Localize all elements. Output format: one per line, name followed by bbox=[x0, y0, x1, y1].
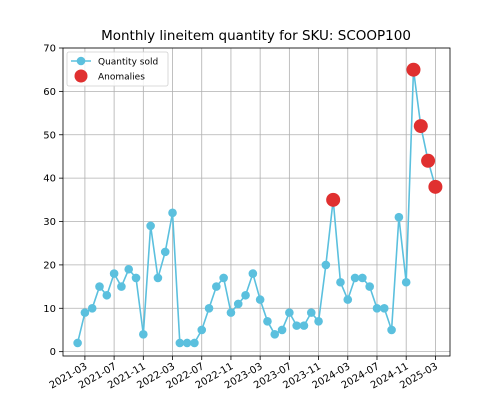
data-point bbox=[306, 308, 316, 317]
data-point bbox=[109, 269, 119, 278]
data-point bbox=[358, 273, 367, 283]
data-point bbox=[292, 321, 301, 330]
data-point bbox=[336, 277, 345, 287]
data-point bbox=[241, 290, 250, 300]
data-point bbox=[95, 282, 104, 291]
data-point bbox=[314, 316, 323, 326]
data-point bbox=[117, 282, 126, 291]
legend-marker-quantity-sold bbox=[76, 56, 86, 66]
anomaly-point bbox=[413, 119, 428, 134]
data-point bbox=[219, 273, 228, 283]
data-point bbox=[182, 338, 192, 348]
data-point bbox=[233, 299, 243, 309]
data-point bbox=[255, 295, 265, 304]
y-tick-label: 40 bbox=[43, 174, 56, 185]
x-axis: 2021-032021-072021-112022-032022-072022-… bbox=[48, 356, 440, 391]
data-point bbox=[379, 303, 389, 313]
data-point bbox=[197, 325, 207, 335]
series-line-quantity-sold bbox=[76, 69, 437, 344]
legend: Quantity sold Anomalies bbox=[66, 51, 169, 87]
data-point bbox=[139, 330, 148, 339]
data-point bbox=[343, 295, 353, 304]
y-axis: 0 10 20 30 40 50 60 70 bbox=[43, 44, 63, 358]
anomaly-point bbox=[406, 62, 421, 77]
plot-frame bbox=[62, 47, 451, 357]
series-layer bbox=[73, 65, 440, 348]
data-point bbox=[102, 290, 112, 300]
data-point bbox=[73, 338, 82, 348]
grid-layer bbox=[63, 47, 450, 356]
y-tick-label: 0 bbox=[50, 347, 56, 358]
data-point bbox=[394, 212, 404, 222]
y-tick-label: 20 bbox=[43, 260, 56, 271]
data-point bbox=[365, 282, 374, 291]
anomaly-point bbox=[428, 179, 443, 194]
data-point bbox=[372, 303, 382, 313]
data-point bbox=[387, 325, 396, 335]
data-point bbox=[285, 308, 294, 317]
data-point bbox=[146, 221, 155, 231]
y-tick-label: 70 bbox=[43, 44, 56, 55]
chart-title: Monthly lineitem quantity for SKU: SCOOP… bbox=[101, 28, 411, 44]
data-point bbox=[160, 247, 170, 257]
data-point bbox=[270, 330, 280, 339]
data-point bbox=[153, 273, 163, 283]
legend-label-quantity-sold: Quantity sold bbox=[98, 58, 158, 68]
data-point bbox=[175, 338, 185, 348]
data-point bbox=[226, 308, 236, 317]
data-point bbox=[190, 338, 199, 348]
legend-label-anomalies: Anomalies bbox=[98, 73, 145, 83]
anomaly-point bbox=[421, 153, 436, 168]
anomaly-layer bbox=[326, 62, 443, 207]
data-point bbox=[263, 316, 272, 326]
y-tick-label: 30 bbox=[43, 217, 56, 228]
data-point bbox=[350, 273, 360, 283]
data-point bbox=[204, 303, 214, 313]
data-point bbox=[124, 264, 134, 274]
anomaly-point bbox=[326, 192, 341, 207]
data-point bbox=[168, 208, 177, 218]
data-point bbox=[277, 325, 287, 335]
data-point bbox=[299, 321, 309, 330]
legend-box bbox=[66, 51, 169, 87]
y-tick-label: 60 bbox=[43, 87, 56, 98]
data-point bbox=[321, 260, 331, 270]
data-point bbox=[212, 282, 221, 291]
data-point bbox=[131, 273, 141, 283]
data-point bbox=[80, 308, 90, 317]
y-tick-label: 50 bbox=[43, 130, 56, 141]
data-point bbox=[401, 277, 411, 287]
data-point bbox=[248, 269, 258, 278]
y-tick-label: 10 bbox=[43, 304, 56, 315]
data-point bbox=[87, 303, 97, 313]
legend-marker-anomalies bbox=[74, 69, 88, 83]
